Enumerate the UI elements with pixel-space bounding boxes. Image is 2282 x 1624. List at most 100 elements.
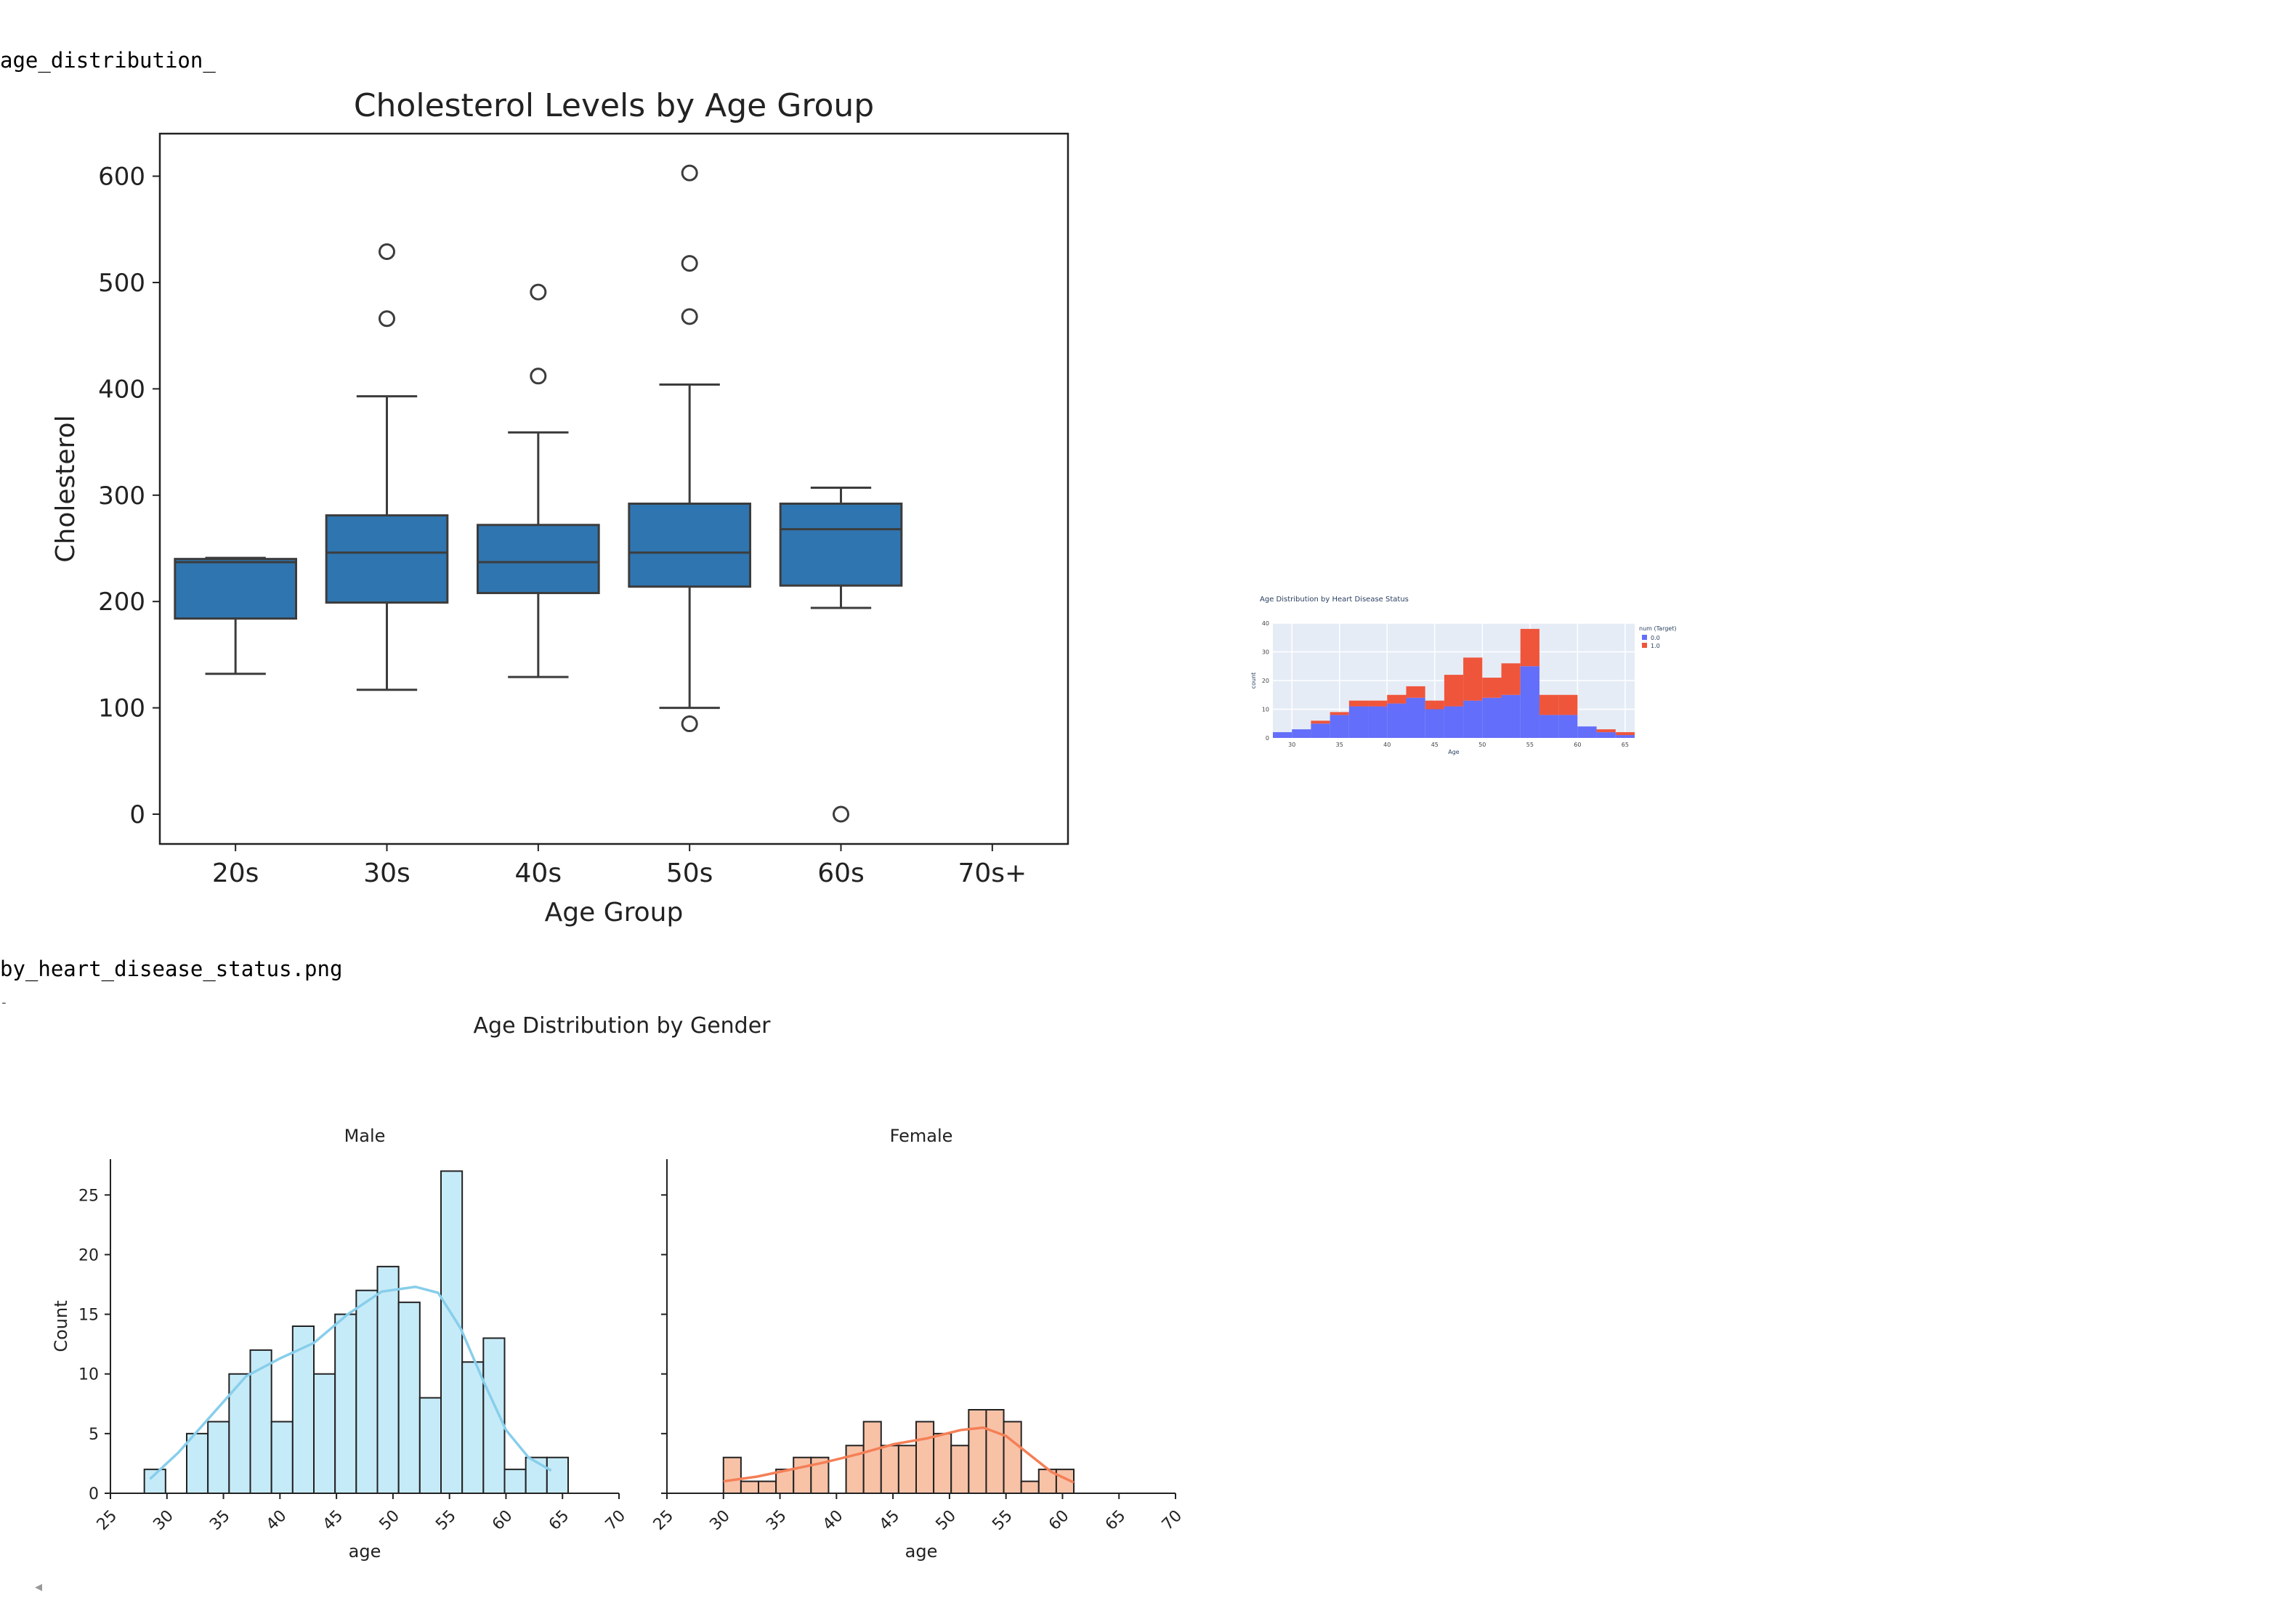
boxplot-outlier: [681, 164, 698, 182]
boxplot-xtick-label: 60s: [817, 858, 865, 888]
female-xtick-label: 55: [989, 1507, 1016, 1534]
plotly-bar-0.0: [1596, 732, 1616, 738]
stray-mark: -: [0, 995, 8, 1010]
female-kde-line: [723, 1426, 1075, 1484]
male-xtick-label: 25: [94, 1507, 121, 1534]
female-hist-bar: [722, 1456, 742, 1494]
female-hist-bar: [880, 1445, 899, 1495]
female-xtick-label: 65: [1102, 1507, 1129, 1534]
scroll-left-arrow-icon[interactable]: ◂: [35, 1578, 43, 1595]
plotly-bar-1.0: [1330, 712, 1349, 715]
plotly-bar-1.0: [1539, 694, 1559, 715]
plotly-ylabel: count: [1250, 673, 1257, 689]
plotly-bar-1.0: [1311, 720, 1330, 724]
male-hist-bar: [228, 1373, 251, 1494]
boxplot-ytick-label: 500: [98, 269, 145, 298]
plotly-bar-0.0: [1539, 715, 1559, 738]
male-hist-bar: [186, 1432, 209, 1495]
female-hist-bar: [985, 1409, 1005, 1494]
plotly-xtick-label: 35: [1336, 742, 1343, 748]
male-hist-bar: [525, 1456, 548, 1494]
female-xlabel: age: [905, 1541, 938, 1562]
plotly-bar-0.0: [1311, 723, 1330, 738]
plotly-bar-1.0: [1348, 700, 1369, 707]
female-xtick-label: 25: [650, 1507, 677, 1534]
female-xtick-label: 60: [1045, 1507, 1072, 1534]
filename-bottom: by_heart_disease_status.png: [0, 957, 343, 981]
male-kde-line: [149, 1286, 552, 1480]
male-xtick-label: 45: [320, 1507, 347, 1534]
male-hist-bar: [397, 1302, 421, 1494]
male-xlabel: age: [349, 1541, 381, 1562]
boxplot-outlier: [379, 243, 395, 261]
boxplot-box: [325, 514, 449, 604]
boxplot-xlabel: Age Group: [545, 898, 684, 927]
plotly-bar-0.0: [1615, 735, 1635, 738]
boxplot-xtick-label: 50s: [666, 858, 713, 888]
plotly-legend-swatch: [1642, 635, 1647, 640]
plotly-bar-1.0: [1406, 686, 1425, 698]
plotly-bar-0.0: [1406, 697, 1425, 738]
female-hist-bar: [793, 1456, 812, 1494]
male-hist-bar: [334, 1313, 357, 1494]
female-hist-bar: [950, 1445, 970, 1495]
male-hist-bar: [482, 1337, 506, 1495]
male-ylabel: Count: [51, 1300, 71, 1352]
boxplot-box: [174, 558, 297, 620]
boxplot-ytick-label: 100: [98, 694, 145, 723]
plotly-xtick-label: 30: [1288, 742, 1295, 748]
boxplot-ytick-label: 0: [129, 800, 145, 829]
male-ytick-label: 25: [78, 1187, 99, 1205]
gender-suptitle: Age Distribution by Gender: [474, 1013, 772, 1039]
boxplot-ytick-label: 400: [98, 375, 145, 404]
plotly-ytick-label: 40: [1262, 620, 1269, 627]
plotly-bar-0.0: [1292, 729, 1311, 738]
plotly-legend-swatch: [1642, 643, 1647, 648]
plotly-ytick-label: 0: [1266, 735, 1269, 742]
male-hist-bar: [270, 1421, 294, 1495]
male-hist-bar: [418, 1397, 442, 1494]
plotly-bar-0.0: [1425, 709, 1444, 738]
plotly-bar-0.0: [1387, 703, 1407, 738]
plotly-ytick-label: 30: [1262, 649, 1269, 656]
plotly-xtick-label: 55: [1526, 742, 1534, 748]
female-xtick-label: 50: [933, 1507, 960, 1534]
plotly-bar-1.0: [1501, 663, 1521, 695]
plotly-xtick-label: 45: [1431, 742, 1439, 748]
boxplot-xtick-label: 70s+: [958, 858, 1027, 888]
boxplot-outlier: [379, 310, 395, 328]
female-hist-bar: [775, 1469, 795, 1494]
male-xtick-label: 55: [432, 1507, 459, 1534]
male-xtick-label: 50: [376, 1507, 403, 1534]
male-xtick-label: 40: [263, 1507, 290, 1534]
boxplot-ylabel: Cholesterol: [51, 415, 81, 562]
plotly-xtick-label: 40: [1383, 742, 1391, 748]
plotly-bar-1.0: [1425, 700, 1444, 710]
female-hist-bar: [968, 1409, 987, 1494]
male-hist-bar: [440, 1170, 464, 1495]
plotly-bar-0.0: [1330, 715, 1349, 738]
male-hist-bar: [291, 1325, 315, 1494]
plotly-xtick-label: 50: [1478, 742, 1486, 748]
plotly-bar-0.0: [1577, 726, 1597, 738]
boxplot-outlier: [530, 368, 547, 385]
male-xtick-label: 60: [489, 1507, 516, 1534]
plotly-bar-1.0: [1387, 694, 1407, 704]
female-hist-bar: [897, 1445, 918, 1495]
plotly-bar-1.0: [1482, 678, 1502, 698]
female-xtick-label: 40: [820, 1507, 846, 1534]
plotly-bar-0.0: [1482, 697, 1502, 738]
boxplot-xtick-label: 20s: [212, 858, 259, 888]
plotly-bar-1.0: [1558, 694, 1578, 715]
male-panel-title: Male: [344, 1126, 386, 1146]
female-xtick-label: 35: [763, 1507, 790, 1534]
plotly-ytick-label: 20: [1262, 678, 1269, 684]
male-ytick-label: 5: [89, 1426, 99, 1444]
boxplot-xtick-label: 40s: [515, 858, 562, 888]
plotly-bar-1.0: [1444, 675, 1464, 707]
male-ytick-label: 20: [78, 1246, 99, 1264]
plotly-bar-0.0: [1348, 706, 1369, 738]
male-hist-bar: [546, 1456, 569, 1494]
plotly-bar-0.0: [1444, 706, 1464, 738]
male-hist-bar: [355, 1289, 379, 1494]
